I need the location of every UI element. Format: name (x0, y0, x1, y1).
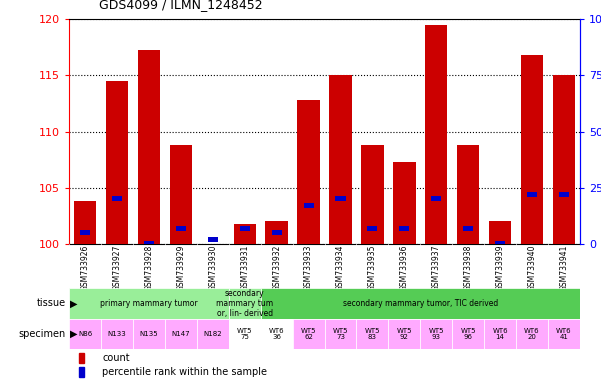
Bar (495, 241, 505, 247)
Bar (133, 319, 165, 349)
Bar (106, 81, 128, 244)
Bar (266, 222, 288, 244)
Bar (388, 319, 420, 349)
Text: GSM733932: GSM733932 (272, 245, 281, 291)
Text: WT6
14: WT6 14 (492, 328, 508, 340)
Bar (208, 237, 218, 242)
Text: GSM733929: GSM733929 (176, 245, 185, 291)
Bar (165, 319, 197, 349)
Text: GSM733936: GSM733936 (400, 245, 409, 291)
Bar (489, 222, 511, 244)
Text: N147: N147 (171, 331, 190, 337)
Text: GSM733930: GSM733930 (209, 245, 218, 291)
Bar (169, 145, 192, 244)
Text: N133: N133 (108, 331, 126, 337)
Text: GSM733941: GSM733941 (560, 245, 569, 291)
Bar (229, 319, 261, 349)
Text: percentile rank within the sample: percentile rank within the sample (102, 367, 267, 377)
Bar (80, 230, 90, 235)
Bar (234, 223, 256, 244)
Bar (240, 225, 250, 231)
Bar (559, 192, 569, 197)
Bar (297, 100, 320, 244)
Bar (101, 319, 133, 349)
Bar (527, 192, 537, 197)
Text: WT6
41: WT6 41 (556, 328, 572, 340)
Bar (325, 319, 356, 349)
Text: secondary mammary tumor, TIC derived: secondary mammary tumor, TIC derived (343, 299, 498, 308)
Text: N135: N135 (139, 331, 158, 337)
Text: WT6
36: WT6 36 (269, 328, 284, 340)
Bar (293, 319, 325, 349)
Bar (304, 203, 314, 208)
Bar (329, 75, 352, 244)
Text: GSM733935: GSM733935 (368, 245, 377, 291)
Bar (69, 319, 101, 349)
Bar (229, 288, 261, 319)
Text: count: count (102, 353, 130, 363)
Bar (516, 319, 548, 349)
Bar (197, 319, 229, 349)
Bar (399, 225, 409, 231)
Text: secondary
mammary tum
or, lin- derived: secondary mammary tum or, lin- derived (216, 289, 273, 318)
Bar (393, 162, 415, 244)
Bar (272, 230, 282, 235)
Bar (69, 288, 229, 319)
Text: GSM733938: GSM733938 (464, 245, 473, 291)
Bar (79, 353, 84, 363)
Text: ▶: ▶ (70, 329, 78, 339)
Bar (553, 75, 575, 244)
Text: WT5
62: WT5 62 (301, 328, 316, 340)
Text: GSM733931: GSM733931 (240, 245, 249, 291)
Text: GSM733939: GSM733939 (496, 245, 505, 291)
Text: GSM733926: GSM733926 (81, 245, 90, 291)
Bar (420, 319, 453, 349)
Bar (112, 196, 122, 202)
Bar (425, 25, 448, 244)
Text: tissue: tissue (37, 298, 66, 308)
Bar (138, 50, 160, 244)
Text: WT5
83: WT5 83 (365, 328, 380, 340)
Bar (432, 196, 441, 202)
Bar (261, 319, 293, 349)
Text: WT5
73: WT5 73 (333, 328, 348, 340)
Bar (74, 201, 96, 244)
Text: WT6
20: WT6 20 (524, 328, 540, 340)
Bar (261, 288, 580, 319)
Bar (548, 319, 580, 349)
Text: GSM733937: GSM733937 (432, 245, 441, 291)
Bar (521, 55, 543, 244)
Text: ▶: ▶ (70, 298, 78, 308)
Bar (361, 145, 383, 244)
Text: GSM733927: GSM733927 (112, 245, 121, 291)
Bar (463, 225, 473, 231)
Text: WT5
75: WT5 75 (237, 328, 252, 340)
Bar (356, 319, 388, 349)
Text: GDS4099 / ILMN_1248452: GDS4099 / ILMN_1248452 (99, 0, 263, 12)
Text: GSM733928: GSM733928 (144, 245, 153, 291)
Bar (453, 319, 484, 349)
Text: WT5
92: WT5 92 (397, 328, 412, 340)
Text: N86: N86 (78, 331, 92, 337)
Bar (367, 225, 377, 231)
Text: GSM733940: GSM733940 (528, 245, 537, 291)
Bar (335, 196, 346, 202)
Text: N182: N182 (204, 331, 222, 337)
Bar (457, 145, 480, 244)
Text: primary mammary tumor: primary mammary tumor (100, 299, 198, 308)
Text: WT5
93: WT5 93 (429, 328, 444, 340)
Bar (144, 241, 154, 247)
Text: GSM733933: GSM733933 (304, 245, 313, 291)
Bar (79, 367, 84, 377)
Text: specimen: specimen (19, 329, 66, 339)
Bar (176, 225, 186, 231)
Bar (484, 319, 516, 349)
Text: WT5
96: WT5 96 (460, 328, 476, 340)
Text: GSM733934: GSM733934 (336, 245, 345, 291)
